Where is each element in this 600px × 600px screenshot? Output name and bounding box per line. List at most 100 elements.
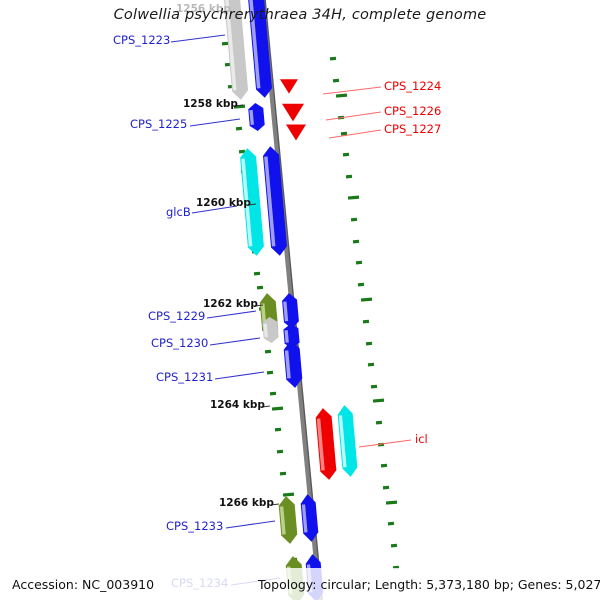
gene-tick-right-18[interactable] — [375, 420, 383, 425]
red-marker-CPS_1224[interactable] — [280, 79, 298, 94]
gene-tick-right-17[interactable] — [372, 398, 385, 403]
gene-tick-left-17[interactable] — [269, 391, 277, 396]
gene-tick-left-16[interactable] — [266, 370, 274, 375]
leader-line-glcB — [191, 205, 238, 214]
gene-label-CPS_1224[interactable]: CPS_1224 — [384, 79, 442, 93]
gene-label-CPS_1229[interactable]: CPS_1229 — [148, 309, 206, 323]
gene-body[interactable] — [283, 339, 303, 388]
gene-tick-left-21[interactable] — [279, 471, 287, 476]
gene-highlight — [241, 158, 253, 247]
gene-tick-left-20[interactable] — [276, 449, 284, 454]
gene-highlight — [301, 504, 308, 533]
gene-tick-left-18[interactable] — [271, 406, 284, 411]
red-gene-markers[interactable] — [280, 79, 306, 141]
page-title: Colwellia psychrerythraea 34H, complete … — [113, 7, 487, 23]
gene-highlight — [225, 0, 237, 91]
gene-arrow-gene-blue-4[interactable] — [283, 323, 300, 348]
leader-line-CPS_1227 — [328, 129, 382, 139]
leader-line-CPS_1230 — [209, 337, 261, 346]
leader-line-icl — [358, 439, 412, 448]
gene-tick-right-11[interactable] — [357, 282, 365, 287]
gene-tick-right-6[interactable] — [345, 174, 353, 179]
status-topology: Topology: circular; Length: 5,373,180 bp… — [258, 577, 600, 592]
gene-tick-right-15[interactable] — [367, 362, 375, 367]
kbp-connector-1266 kbp — [270, 503, 280, 506]
scale-label-2: 1260 kbp — [196, 197, 251, 209]
gene-tick-right-4[interactable] — [340, 131, 348, 136]
gene-arrow-CPS_1225[interactable] — [248, 102, 265, 131]
gene-arrow-gene-cyan-2[interactable] — [337, 404, 358, 477]
gene-tick-right-24[interactable] — [390, 543, 398, 548]
scale-label-3: 1262 kbp — [203, 298, 258, 310]
scale-label-5: 1266 kbp — [219, 497, 274, 509]
gene-tick-right-5[interactable] — [342, 152, 350, 157]
gene-label-CPS_1223[interactable]: CPS_1223 — [113, 33, 171, 47]
gene-tick-right-22[interactable] — [385, 500, 398, 505]
gene-arrow-CPS_1231[interactable] — [283, 339, 303, 388]
gene-arrow-icl[interactable] — [315, 407, 337, 480]
gene-tick-left-12[interactable] — [256, 285, 264, 290]
gene-tick-right-9[interactable] — [352, 239, 360, 244]
gene-tick-right-0[interactable] — [329, 56, 337, 61]
gene-tick-right-12[interactable] — [360, 297, 373, 302]
gene-highlight — [263, 323, 268, 338]
gene-label-CPS_1231[interactable]: CPS_1231 — [156, 370, 214, 384]
gene-tick-right-13[interactable] — [362, 319, 370, 324]
gene-label-icl[interactable]: icl — [415, 432, 428, 446]
gene-tick-left-0[interactable] — [221, 41, 230, 46]
gene-tick-left-22[interactable] — [282, 492, 295, 497]
label-leader-lines — [170, 34, 412, 586]
gene-arrow-gene-blue-1[interactable] — [247, 0, 273, 98]
leader-line-CPS_1224 — [322, 86, 382, 95]
gene-tick-right-21[interactable] — [382, 485, 390, 490]
gene-tick-left-1[interactable] — [224, 62, 232, 67]
leader-line-CPS_1226 — [325, 111, 382, 121]
gene-label-CPS_1226[interactable]: CPS_1226 — [384, 104, 442, 118]
red-marker-CPS_1227[interactable] — [286, 124, 306, 141]
red-marker-CPS_1226[interactable] — [282, 103, 304, 122]
gene-arrow-gene-blue-5[interactable] — [300, 493, 319, 542]
gene-body[interactable] — [300, 493, 319, 542]
gene-label-CPS_1225[interactable]: CPS_1225 — [130, 117, 188, 131]
gene-tick-right-14[interactable] — [365, 341, 373, 346]
gene-arrow-gene-blue-3[interactable] — [281, 292, 299, 329]
gene-tick-right-23[interactable] — [387, 521, 395, 526]
gene-label-CPS_1227[interactable]: CPS_1227 — [384, 122, 442, 136]
gene-highlight — [249, 0, 261, 89]
kbp-connector-1264 kbp — [261, 405, 271, 408]
gene-arrow-CPS_1223[interactable] — [223, 0, 249, 100]
gene-tick-right-2[interactable] — [335, 93, 348, 98]
gene-tick-left-4[interactable] — [235, 126, 243, 131]
gene-body[interactable] — [337, 404, 358, 477]
gene-arrows[interactable] — [223, 0, 358, 600]
gene-tick-right-16[interactable] — [370, 384, 378, 389]
gene-label-CPS_1230[interactable]: CPS_1230 — [151, 336, 209, 350]
gene-tick-right-8[interactable] — [350, 217, 358, 222]
gene-arrow-glcB[interactable] — [239, 148, 264, 257]
gene-tick-right-1[interactable] — [332, 78, 340, 83]
scale-label-0: 1256 kbp — [176, 3, 231, 15]
gene-label-glcB[interactable]: glcB — [166, 205, 191, 219]
gene-tick-left-5[interactable] — [238, 149, 246, 154]
kbp-connector-1258 kbp — [234, 104, 244, 107]
gene-highlight — [284, 330, 289, 343]
gene-tick-left-15[interactable] — [264, 349, 272, 354]
gene-arrow-gene-blue-2[interactable] — [262, 146, 288, 257]
gene-arrow-CPS_1230[interactable] — [262, 316, 279, 343]
gene-tick-left-11[interactable] — [253, 271, 261, 276]
gene-tick-left-19[interactable] — [274, 427, 282, 432]
gene-tick-right-10[interactable] — [355, 260, 363, 265]
gene-body[interactable] — [315, 407, 337, 480]
gene-arrow-CPS_1233[interactable] — [278, 495, 298, 544]
gene-body[interactable] — [278, 495, 298, 544]
gene-tick-right-7[interactable] — [347, 195, 360, 200]
gene-highlight — [284, 350, 291, 379]
leader-line-CPS_1231 — [214, 371, 265, 380]
gene-highlight — [316, 418, 325, 471]
leader-line-CPS_1229 — [206, 310, 257, 319]
gene-tick-right-20[interactable] — [380, 463, 388, 468]
gene-highlight — [338, 415, 347, 468]
gene-label-CPS_1233[interactable]: CPS_1233 — [166, 519, 224, 533]
